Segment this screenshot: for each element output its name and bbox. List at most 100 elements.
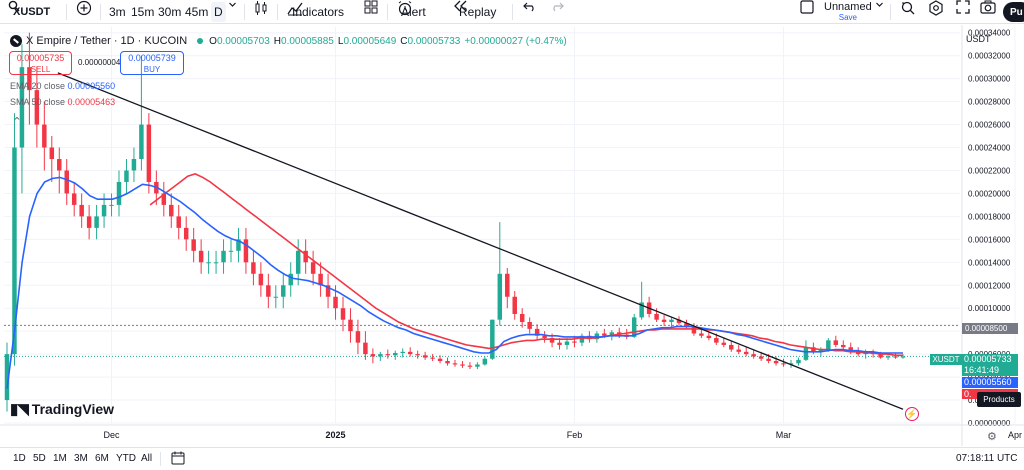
candle-body (460, 364, 465, 366)
candle-body (295, 250, 301, 274)
symbol-search[interactable]: XUSDT (8, 0, 50, 24)
candle-body (221, 250, 226, 263)
layout-name-button[interactable]: Unnamed Save (824, 0, 872, 24)
interval-30m[interactable]: 30m (158, 0, 181, 24)
candle-body (407, 351, 413, 355)
trendline (57, 72, 904, 410)
candle-body (811, 347, 816, 352)
candle-body (602, 333, 607, 336)
divider (387, 4, 388, 20)
candle-body (169, 204, 174, 217)
candle-body (803, 347, 809, 360)
range-all[interactable]: All (141, 453, 153, 464)
candle-body (818, 349, 824, 352)
buy-button[interactable]: 0.00005739 BUY (120, 51, 184, 75)
high-key: H (273, 35, 282, 47)
candle-body (86, 216, 92, 228)
symbol-price-tag: XUSDT (930, 354, 962, 365)
interval-15m[interactable]: 15m (131, 0, 154, 24)
x-tick-label: Feb (567, 430, 583, 440)
interval-d[interactable]: D (211, 2, 226, 22)
candle-body (475, 364, 480, 367)
y-tick-label: 0.00032000 (968, 52, 1011, 61)
interval-45m[interactable]: 45m (185, 0, 208, 24)
ema-legend[interactable]: EMA 20 close 0.00005560 (10, 81, 115, 94)
candle-body (430, 357, 435, 359)
candle-body (497, 273, 503, 320)
candle-body (467, 365, 473, 367)
interval-label: 45m (185, 5, 209, 19)
y-tick-label: 0.00010000 (968, 304, 1011, 313)
y-tick-label: 0.00028000 (968, 98, 1011, 107)
candle-body (766, 358, 771, 362)
candle-body (706, 335, 712, 339)
lightning-icon[interactable]: ⚡ (905, 407, 919, 421)
buy-label: BUY (143, 65, 161, 74)
interval-3m[interactable]: 3m (109, 0, 126, 24)
buy-price: 0.00005739 (128, 53, 176, 63)
candle-body (393, 352, 398, 356)
candle-body (758, 356, 764, 359)
candle-body (251, 262, 256, 274)
candle-body (691, 326, 697, 334)
range-1d[interactable]: 1D (13, 453, 26, 464)
current-price-tag: 0.00005733 16:41:49 (962, 354, 1018, 376)
candle-body (161, 193, 167, 205)
candle-body (213, 262, 219, 264)
divider (244, 4, 245, 20)
candle-body (325, 285, 331, 297)
chart-area[interactable]: 0.00034000 0.00032000 0.00030000 0.00028000… (0, 25, 1024, 446)
candle-body (841, 344, 846, 348)
candle-body (826, 340, 831, 350)
sma-50-line (149, 173, 903, 357)
reference-price: 0.00008500 (965, 324, 1008, 333)
indicators-button[interactable]: Indicators (287, 0, 344, 24)
candle-body (355, 331, 361, 343)
low-key: L (337, 35, 344, 47)
collapse-legend-button[interactable]: ⌃ (10, 115, 24, 129)
axis-settings-icon[interactable]: ⚙ (987, 431, 997, 443)
range-5d[interactable]: 5D (33, 453, 46, 464)
calendar-icon (171, 451, 185, 465)
ema-price-tag: 0.00005560 (962, 377, 1018, 388)
candle-body (609, 332, 615, 336)
candle-body (736, 349, 741, 352)
bar-countdown: 16:41:49 (964, 365, 1000, 375)
y-tick-label: 0.00030000 (968, 75, 1011, 84)
candle-body (512, 296, 517, 314)
y-tick-label: 0.00000000 (968, 419, 1011, 428)
candle-body (482, 358, 488, 365)
products-tooltip[interactable]: Products (977, 392, 1021, 407)
range-6m[interactable]: 6M (95, 453, 109, 464)
user-avatar-button[interactable]: Pu (1003, 2, 1024, 22)
candle-body (385, 354, 391, 356)
ema-label: EMA 20 close (10, 81, 66, 91)
candle-body (684, 323, 689, 327)
range-3m[interactable]: 3M (74, 453, 88, 464)
candle-body (751, 354, 756, 357)
replay-button[interactable]: Replay (454, 0, 496, 24)
candle-body (57, 159, 62, 171)
y-tick-label: 0.00034000 (968, 29, 1011, 38)
currency-selector[interactable]: USDT (966, 34, 991, 44)
candle-body (833, 340, 839, 345)
bottom-toolbar: 1D 5D 1M 3M 6M YTD All 07:18:11 UTC (0, 447, 1024, 470)
tradingview-logo[interactable]: ▮◥ TradingView (10, 400, 114, 418)
legend-symbol-title[interactable]: X Empire / Tether · 1D · KUCOIN (26, 35, 188, 47)
alert-button[interactable]: Alert (397, 0, 426, 24)
sma-legend[interactable]: SMA 50 close 0.00005463 (10, 97, 115, 110)
interval-label: 30m (158, 5, 182, 19)
range-1m[interactable]: 1M (53, 453, 67, 464)
candle-body (445, 361, 450, 364)
candle-body (310, 262, 316, 274)
interval-label: D (214, 5, 223, 19)
range-ytd[interactable]: YTD (116, 453, 136, 464)
candle-body (452, 363, 458, 365)
candle-body (676, 319, 682, 324)
candle-body (788, 363, 794, 365)
sell-button[interactable]: 0.00005735 SELL (9, 51, 72, 75)
candle-body (527, 321, 532, 329)
utc-clock[interactable]: 07:18:11 UTC (956, 453, 1018, 464)
price-chart[interactable]: 0.00034000 0.00032000 0.00030000 0.00028000… (0, 25, 1024, 446)
candle-body (49, 147, 55, 159)
